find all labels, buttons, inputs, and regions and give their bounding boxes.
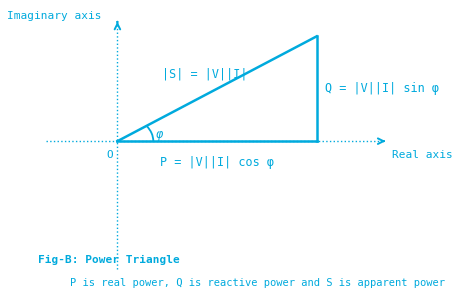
Text: P = |V||I| cos φ: P = |V||I| cos φ [160,156,274,169]
Text: |S| = |V||I|: |S| = |V||I| [162,67,248,80]
Text: φ: φ [156,128,163,141]
Text: O: O [106,150,113,160]
Text: Imaginary axis: Imaginary axis [7,11,101,21]
Text: Q = |V||I| sin φ: Q = |V||I| sin φ [325,82,438,95]
Text: P is real power, Q is reactive power and S is apparent power: P is real power, Q is reactive power and… [70,278,445,288]
Text: Fig-B: Power Triangle: Fig-B: Power Triangle [38,255,180,265]
Text: Real axis: Real axis [392,150,453,160]
